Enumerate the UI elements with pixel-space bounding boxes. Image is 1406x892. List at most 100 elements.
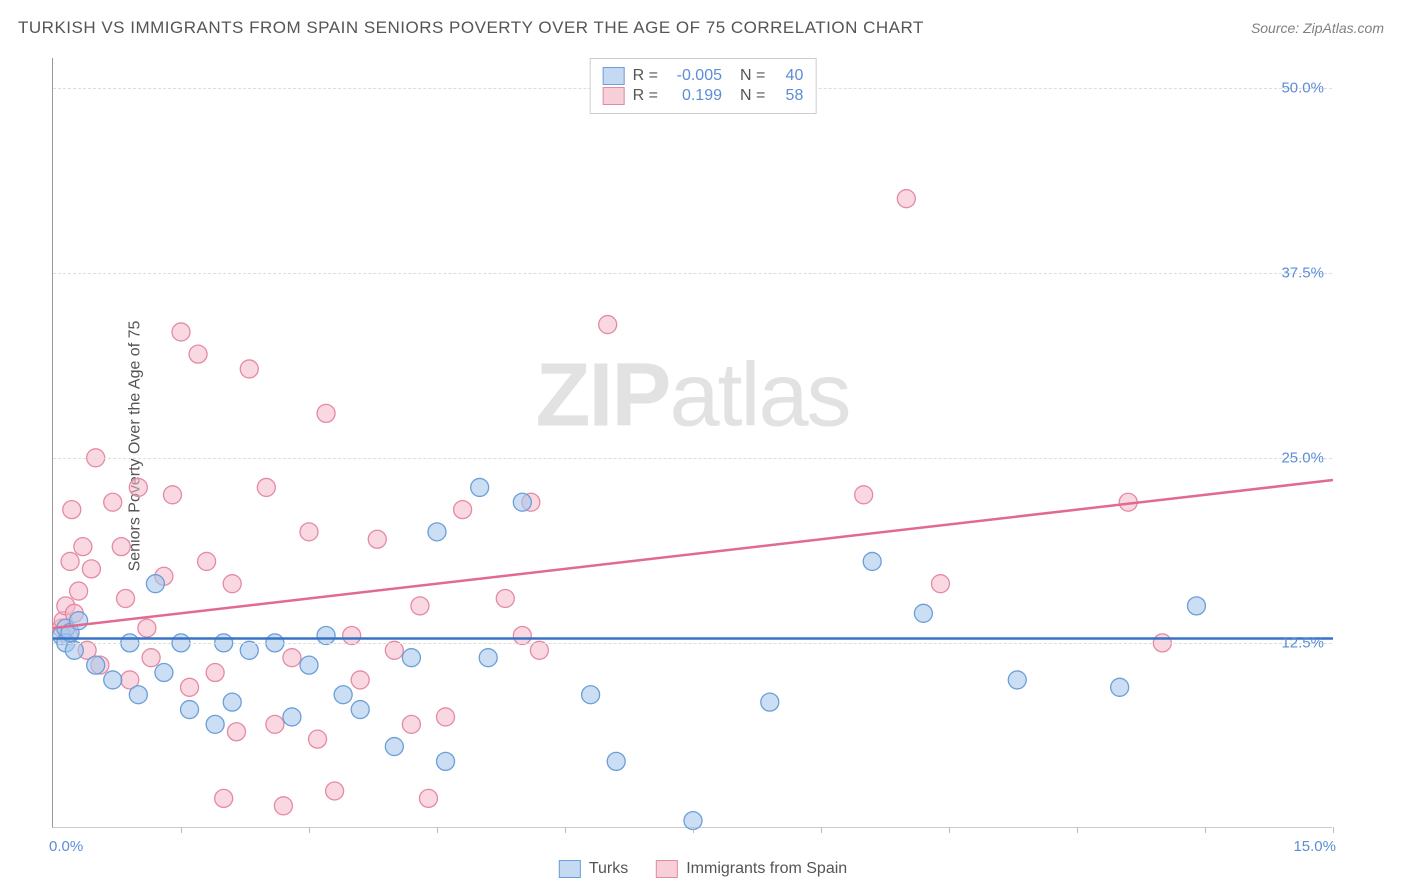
data-point: [63, 501, 81, 519]
swatch-blue-icon: [559, 860, 581, 878]
legend-item: Turks: [559, 860, 628, 878]
data-point: [582, 686, 600, 704]
data-point: [1111, 678, 1129, 696]
legend-label: Immigrants from Spain: [686, 860, 847, 878]
x-axis-max-label: 15.0%: [1293, 838, 1336, 855]
data-point: [326, 782, 344, 800]
x-tick: [1205, 827, 1206, 833]
data-point: [428, 523, 446, 541]
chart-title: TURKISH VS IMMIGRANTS FROM SPAIN SENIORS…: [18, 18, 924, 38]
data-point: [437, 752, 455, 770]
data-point: [897, 190, 915, 208]
data-point: [257, 478, 275, 496]
data-point: [471, 478, 489, 496]
x-tick: [181, 827, 182, 833]
data-point: [74, 538, 92, 556]
data-point: [142, 649, 160, 667]
data-point: [530, 641, 548, 659]
data-point: [163, 486, 181, 504]
data-point: [283, 649, 301, 667]
data-point: [300, 656, 318, 674]
data-point: [65, 641, 83, 659]
r-value: 0.199: [666, 87, 722, 105]
data-point: [70, 582, 88, 600]
stats-legend: R = -0.005 N = 40 R = 0.199 N = 58: [590, 58, 817, 114]
x-tick: [1333, 827, 1334, 833]
data-point: [607, 752, 625, 770]
data-point: [479, 649, 497, 667]
data-point: [223, 575, 241, 593]
legend-item: Immigrants from Spain: [656, 860, 847, 878]
x-tick: [309, 827, 310, 833]
data-point: [283, 708, 301, 726]
data-point: [104, 671, 122, 689]
source-attribution: Source: ZipAtlas.com: [1251, 20, 1384, 36]
data-point: [317, 404, 335, 422]
data-point: [206, 715, 224, 733]
swatch-pink-icon: [603, 87, 625, 105]
x-tick: [437, 827, 438, 833]
y-tick-label: 25.0%: [1281, 449, 1324, 466]
trend-line: [53, 480, 1333, 628]
data-point: [437, 708, 455, 726]
data-point: [402, 649, 420, 667]
gridline: [53, 273, 1332, 274]
swatch-blue-icon: [603, 67, 625, 85]
data-point: [513, 627, 531, 645]
data-point: [104, 493, 122, 511]
x-axis-min-label: 0.0%: [49, 838, 83, 855]
data-point: [117, 589, 135, 607]
data-point: [274, 797, 292, 815]
data-point: [206, 664, 224, 682]
data-point: [761, 693, 779, 711]
data-point: [172, 323, 190, 341]
data-point: [240, 641, 258, 659]
data-point: [61, 552, 79, 570]
data-point: [82, 560, 100, 578]
data-point: [181, 701, 199, 719]
data-point: [223, 693, 241, 711]
data-point: [496, 589, 514, 607]
y-tick-label: 12.5%: [1281, 634, 1324, 651]
stats-legend-row: R = -0.005 N = 40: [603, 67, 804, 85]
x-tick: [821, 827, 822, 833]
data-point: [129, 478, 147, 496]
data-point: [351, 671, 369, 689]
data-point: [138, 619, 156, 637]
data-point: [931, 575, 949, 593]
data-point: [411, 597, 429, 615]
series-legend: Turks Immigrants from Spain: [559, 860, 847, 878]
data-point: [1008, 671, 1026, 689]
data-point: [198, 552, 216, 570]
data-point: [146, 575, 164, 593]
data-point: [309, 730, 327, 748]
data-point: [240, 360, 258, 378]
data-point: [87, 656, 105, 674]
data-point: [181, 678, 199, 696]
data-point: [1187, 597, 1205, 615]
plot-area: ZIPatlas 12.5%25.0%37.5%50.0% 0.0% 15.0%: [52, 58, 1332, 828]
data-point: [402, 715, 420, 733]
data-point: [351, 701, 369, 719]
data-point: [385, 641, 403, 659]
r-label: R =: [633, 87, 658, 105]
data-point: [112, 538, 130, 556]
data-point: [343, 627, 361, 645]
data-point: [454, 501, 472, 519]
data-point: [385, 738, 403, 756]
r-label: R =: [633, 67, 658, 85]
stats-legend-row: R = 0.199 N = 58: [603, 87, 804, 105]
data-point: [227, 723, 245, 741]
gridline: [53, 458, 1332, 459]
data-point: [599, 316, 617, 334]
n-label: N =: [740, 67, 765, 85]
data-point: [189, 345, 207, 363]
data-point: [419, 789, 437, 807]
data-point: [855, 486, 873, 504]
data-point: [129, 686, 147, 704]
data-point: [266, 715, 284, 733]
legend-label: Turks: [589, 860, 628, 878]
x-tick: [1077, 827, 1078, 833]
data-point: [215, 789, 233, 807]
swatch-pink-icon: [656, 860, 678, 878]
